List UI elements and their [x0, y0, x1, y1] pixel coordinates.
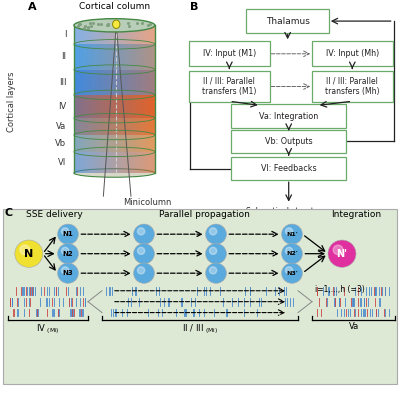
Text: N1': N1' — [286, 232, 298, 237]
Circle shape — [134, 224, 154, 244]
Polygon shape — [74, 25, 155, 44]
Text: IV $\mathregular{_{(Mi)}}$: IV $\mathregular{_{(Mi)}}$ — [36, 322, 60, 336]
Circle shape — [206, 244, 226, 264]
Text: VI: Feedbacks: VI: Feedbacks — [261, 164, 316, 173]
Polygon shape — [74, 44, 155, 70]
Circle shape — [134, 244, 154, 264]
Text: II / III $\mathregular{_{(Mi)}}$: II / III $\mathregular{_{(Mi)}}$ — [182, 322, 218, 336]
Text: N3: N3 — [63, 270, 73, 276]
Text: Thalamus: Thalamus — [266, 17, 310, 25]
FancyBboxPatch shape — [232, 104, 346, 128]
FancyBboxPatch shape — [312, 41, 392, 66]
Text: IV: IV — [58, 102, 66, 111]
Text: A: A — [28, 2, 36, 12]
Text: Cortical layers: Cortical layers — [7, 71, 16, 131]
Text: N': N' — [336, 249, 348, 259]
Text: Subcortical structures: Subcortical structures — [246, 207, 331, 216]
FancyBboxPatch shape — [3, 209, 397, 384]
Text: II / III: Parallel
transfers (M1): II / III: Parallel transfers (M1) — [202, 77, 256, 96]
Ellipse shape — [74, 19, 155, 32]
Polygon shape — [74, 70, 155, 95]
Text: Minicolumn: Minicolumn — [123, 198, 172, 207]
Polygon shape — [74, 152, 155, 173]
FancyBboxPatch shape — [246, 10, 329, 33]
Circle shape — [138, 267, 145, 274]
Circle shape — [333, 245, 343, 255]
Text: N: N — [24, 249, 34, 259]
Circle shape — [134, 263, 154, 283]
Circle shape — [210, 247, 217, 254]
Circle shape — [138, 247, 145, 254]
Text: Vb: Vb — [56, 139, 66, 148]
Polygon shape — [74, 135, 155, 152]
Circle shape — [286, 247, 293, 254]
Circle shape — [286, 228, 293, 235]
Circle shape — [112, 20, 120, 29]
Text: N2': N2' — [286, 251, 298, 256]
Text: N3': N3' — [286, 271, 298, 276]
FancyBboxPatch shape — [312, 71, 392, 102]
Circle shape — [206, 224, 226, 244]
Text: IV: Input (M1): IV: Input (M1) — [203, 49, 256, 58]
Text: Parallel propagation: Parallel propagation — [158, 210, 250, 219]
Circle shape — [62, 247, 69, 254]
Text: C: C — [5, 208, 13, 218]
Circle shape — [58, 224, 78, 244]
Circle shape — [282, 263, 302, 283]
Circle shape — [62, 267, 69, 274]
Circle shape — [15, 240, 43, 267]
Circle shape — [206, 263, 226, 283]
Text: IV: Input (Mh): IV: Input (Mh) — [326, 49, 379, 58]
Ellipse shape — [74, 169, 155, 177]
Text: Integration: Integration — [331, 210, 381, 219]
Circle shape — [58, 263, 78, 283]
Circle shape — [286, 267, 293, 274]
Circle shape — [138, 228, 145, 235]
Text: B: B — [190, 2, 198, 12]
Text: N2: N2 — [63, 251, 73, 257]
Circle shape — [328, 240, 356, 267]
FancyBboxPatch shape — [189, 71, 270, 102]
Circle shape — [62, 228, 69, 235]
Circle shape — [282, 224, 302, 244]
FancyBboxPatch shape — [232, 157, 346, 180]
Text: II / III: Parallel
transfers (Mh): II / III: Parallel transfers (Mh) — [325, 77, 380, 96]
Text: N1: N1 — [63, 231, 73, 237]
Text: VI: VI — [58, 158, 66, 167]
Circle shape — [210, 228, 217, 235]
Circle shape — [210, 267, 217, 274]
Polygon shape — [74, 95, 155, 118]
Circle shape — [58, 244, 78, 264]
FancyBboxPatch shape — [189, 41, 270, 66]
Text: i=1,...,h (=3): i=1,...,h (=3) — [315, 285, 365, 294]
Circle shape — [282, 244, 302, 264]
Text: Vb: Outputs: Vb: Outputs — [265, 137, 312, 146]
Text: Va: Va — [348, 322, 359, 331]
Text: III: III — [59, 78, 66, 87]
Text: Va: Va — [56, 122, 66, 131]
Text: SSE delivery: SSE delivery — [26, 210, 82, 219]
Text: I: I — [64, 30, 66, 39]
Text: Va: Integration: Va: Integration — [259, 111, 318, 121]
Text: II: II — [62, 53, 66, 61]
Circle shape — [20, 245, 30, 255]
Polygon shape — [74, 118, 155, 135]
FancyBboxPatch shape — [232, 130, 346, 153]
Text: Cortical column: Cortical column — [79, 2, 150, 11]
